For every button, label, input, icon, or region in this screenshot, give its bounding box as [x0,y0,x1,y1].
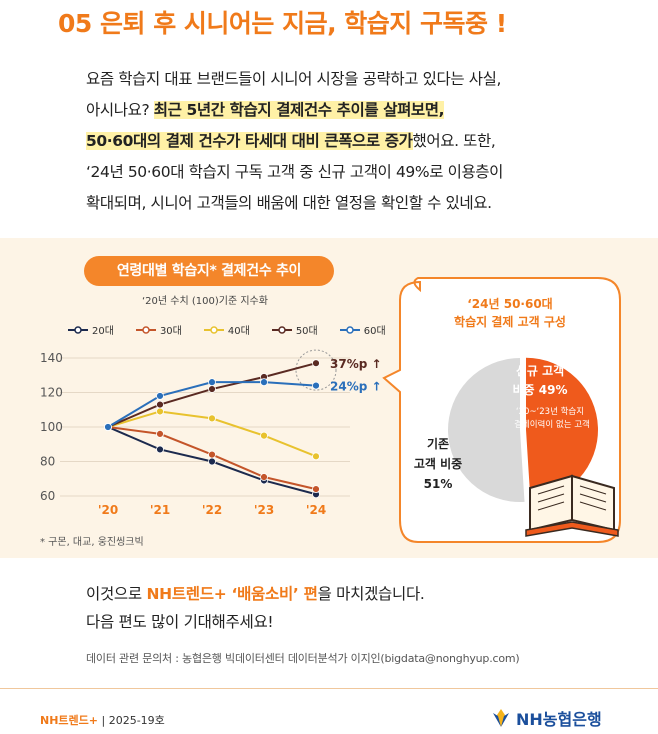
legend-swatch [68,325,88,334]
nh-logo-text: NH농협은행 [516,710,602,729]
data-point [260,473,268,481]
footer-divider [0,688,658,689]
intro-text: 아시나요? [86,101,154,119]
footer-issue: NH트렌드+ | 2025-19호 [40,712,165,728]
pie-title-line2: 학습지 결제 고객 구성 [454,314,566,329]
pie-note-line1: ‘20~‘23년 학습지 [516,406,584,417]
outro-line: 이것으로 NH트렌드+ ‘배움소비’ 편을 마치겠습니다. [86,580,425,608]
legend-swatch [339,325,360,334]
y-tick-label: 140 [40,351,63,365]
contact-info: 데이터 관련 문의처 : 농협은행 빅데이터센터 데이터분석가 이지인(bigd… [86,652,520,665]
pie-slice [447,358,525,502]
outro-text: 이것으로 [86,585,147,603]
pie-label-existing-line3: 51% [424,477,453,491]
data-point [260,378,268,387]
pie-title-line1: ‘24년 50·60대 [467,297,552,311]
legend-item: 20대 [68,322,114,337]
intro-line: 요즘 학습지 대표 브랜드들이 시니어 시장을 공략하고 있다는 사실, [86,70,501,88]
data-point [156,430,164,438]
legend-label: 30대 [159,326,182,337]
intro-text: 했어요. 또한, [412,132,496,150]
data-point [312,452,320,461]
legend-label: 60대 [363,326,386,337]
x-tick-label: '24 [306,503,326,517]
legend-swatch [203,325,224,334]
y-tick-label: 80 [40,455,55,469]
intro-line: 50·60대의 결제 건수가 타세대 대비 큰폭으로 증가했어요. 또한, [86,126,646,157]
pie-note-line2: 결제이력이 없는 고객 [514,419,590,430]
intro-highlight: 최근 5년간 학습지 결제건수 추이를 살펴보면, [153,101,445,119]
legend-label: 40대 [227,326,250,337]
footer-brand: NH트렌드+ [40,714,98,727]
nh-logo-icon [493,709,509,727]
data-point [156,445,164,454]
chart-legend: 20대 30대 40대 50대 60대 [68,322,386,337]
data-point [312,359,320,368]
pie-slices [447,357,598,502]
legend-item: 50대 [271,322,318,337]
pie-label-existing-line2: 고객 비중 [414,456,462,471]
data-point [104,423,112,431]
x-tick-label: '21 [150,503,170,517]
book-icon [525,474,619,537]
highlight-circle [295,349,337,391]
intro-line: 확대되며, 시니어 고객들의 배움에 대한 열정을 확인할 수 있네요. [86,194,492,212]
data-point [312,381,320,390]
y-tick-label: 120 [40,386,63,400]
pie-label-existing-line1: 기존 [427,436,449,451]
outro-series-name: NH트렌드+ ‘배움소비’ 편 [146,585,318,603]
data-point [208,385,216,393]
line-chart-title: 연령대별 학습지* 결제건수 추이 [84,256,334,286]
outro-line: 다음 편도 많이 기대해주세요! [86,613,274,631]
intro-line: ‘24년 50·60대 학습지 구독 고객 중 신규 고객이 49%로 이용층이 [86,163,504,181]
legend-label: 50대 [295,326,318,337]
data-point [156,400,164,409]
source-note: * 구몬, 대교, 웅진씽크빅 [40,537,144,548]
y-tick-label: 60 [40,489,55,503]
x-tick-label: '20 [98,503,118,517]
data-point [156,392,164,400]
data-point [260,431,268,440]
line-chart: 60 80 100 120 140 '20 '21 '22 '23 '24 37%p ↑ 24%p ↑ [40,349,382,517]
line-chart-subtitle: ‘20년 수치 (100)기준 지수화 [142,296,268,307]
legend-swatch [135,325,156,334]
intro-paragraph: 요즘 학습지 대표 브랜드들이 시니어 시장을 공략하고 있다는 사실, 아시나… [86,64,646,219]
pie-chart-callout: ‘24년 50·60대 학습지 결제 고객 구성 신규 고객 비중 49% ‘2… [382,277,621,543]
nh-logo: NH농협은행 [490,706,602,730]
x-tick-label: '23 [254,503,274,517]
pie-label-new-line1: 신규 고객 [516,363,564,378]
data-point [208,450,216,459]
intro-line: 아시나요? 최근 5년간 학습지 결제건수 추이를 살펴보면, [86,95,646,126]
legend-swatch [271,325,292,334]
legend-item: 60대 [339,322,386,337]
intro-highlight: 50·60대의 결제 건수가 타세대 대비 큰폭으로 증가 [86,132,413,150]
legend-item: 40대 [203,322,250,337]
outro-text: 을 마치겠습니다. [317,585,425,603]
pie-slice [525,357,598,502]
legend-label: 20대 [92,326,114,337]
annotation-label: 37%p ↑ [330,357,382,371]
x-tick-label: '22 [202,503,222,517]
data-point [156,407,164,416]
headline: 05 은퇴 후 시니어는 지금, 학습지 구독중 ! [58,9,507,38]
y-tick-label: 100 [40,420,63,434]
annotation-label: 24%p ↑ [330,380,382,394]
pie-label-new-line2: 비중 49% [513,382,568,397]
legend-item: 30대 [135,322,182,337]
data-point [208,414,216,423]
outro: 이것으로 NH트렌드+ ‘배움소비’ 편을 마치겠습니다. 다음 편도 많이 기… [86,580,425,636]
data-point [208,457,216,466]
footer-issue-number: | 2025-19호 [98,714,165,727]
data-point [208,378,216,387]
data-point [312,485,320,494]
